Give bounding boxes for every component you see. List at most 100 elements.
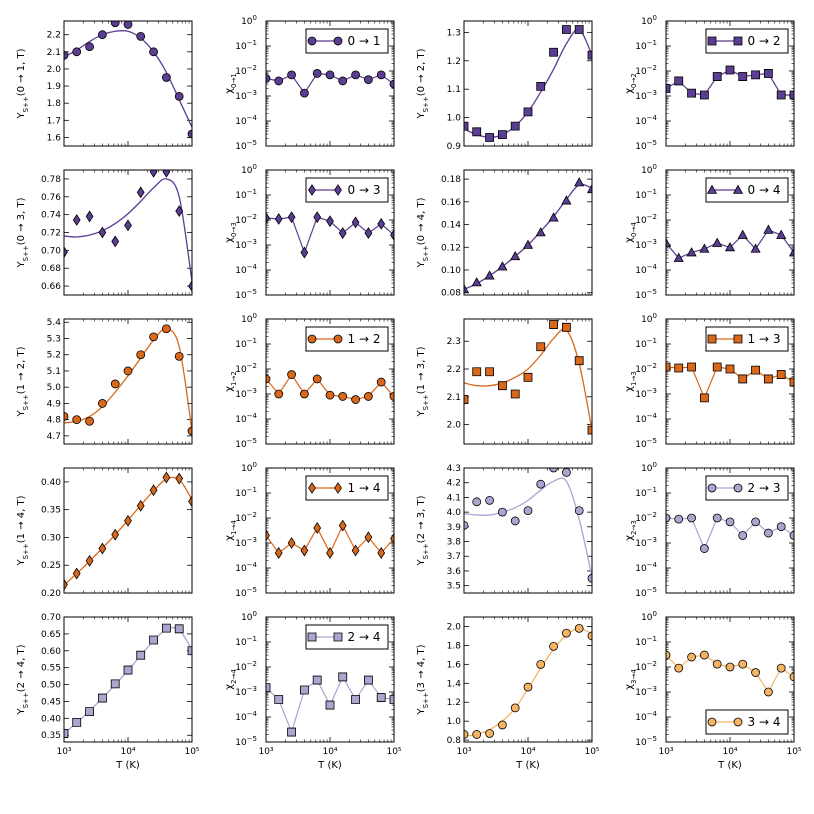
data-marker <box>287 211 296 224</box>
data-marker <box>98 226 107 239</box>
data-marker <box>497 261 508 271</box>
data-marker <box>699 243 710 253</box>
data-marker <box>390 229 394 241</box>
data-marker <box>162 471 171 484</box>
data-marker <box>389 392 394 401</box>
data-marker <box>666 84 671 93</box>
data-marker <box>673 252 684 262</box>
data-marker <box>497 720 507 730</box>
data-marker <box>549 47 558 57</box>
data-marker <box>136 499 145 512</box>
data-marker <box>574 356 584 366</box>
y-tick-label: 4.1 <box>447 493 461 503</box>
fit-curve <box>464 627 592 737</box>
plot-frame <box>665 318 795 445</box>
fit-curve <box>64 627 192 735</box>
data-marker <box>674 514 684 524</box>
data-marker <box>737 229 748 239</box>
y-tick-label: 10−4 <box>235 710 257 723</box>
data-marker <box>699 544 709 553</box>
data-marker <box>64 412 69 421</box>
plot-frame <box>665 20 795 147</box>
data-marker <box>733 483 743 493</box>
data-marker <box>789 672 794 682</box>
y-axis-label: χ2→4 <box>224 669 238 690</box>
y-tick-label: 1.4 <box>447 679 462 689</box>
y-tick-label: 1.6 <box>447 660 462 670</box>
subplot-chi-2-to-4: 10³ 10⁴ 10⁵ T (K) 10−5 10−4 10−3 10−2 10−1 100 χ2→… <box>224 610 402 771</box>
x-tick-label: 10⁴ <box>120 747 135 757</box>
subplot-chi-0-to-1: 10−5 10−4 10−3 10−2 10−1 100 χ0→1 0 → 1 <box>224 14 395 152</box>
x-tick-label: 10³ <box>258 747 273 757</box>
legend-label: 3 → 4 <box>748 715 781 729</box>
data-marker <box>333 36 343 46</box>
data-marker <box>523 107 533 117</box>
data-series <box>666 65 794 100</box>
subplot-upsilon-1-to-4: 0.20 0.25 0.30 0.35 0.40 ΥS++(1 → 4, T) <box>16 467 193 599</box>
data-marker <box>522 239 534 249</box>
y-tick-label: 0.66 <box>41 282 61 292</box>
data-marker <box>751 668 760 677</box>
data-marker <box>334 482 342 494</box>
y-tick-label: 10−2 <box>235 213 257 226</box>
subplot-chi-1-to-3: 10−5 10−4 10−3 10−2 10−1 100 χ1→3 1 → 3 <box>624 312 795 450</box>
y-axis-label: ΥS++(3 → 4, T) <box>416 644 430 715</box>
y-tick-label: 0.35 <box>41 731 61 741</box>
y-tick-label: 10−2 <box>635 213 657 226</box>
data-marker <box>763 687 773 697</box>
y-tick-label: 5.4 <box>47 318 62 328</box>
subplot-upsilon-0-to-3: 0.66 0.68 0.70 0.72 0.74 0.76 0.78 ΥS++(0 → 3, … <box>16 169 193 296</box>
data-marker <box>464 730 469 739</box>
data-series <box>64 21 192 139</box>
data-marker <box>587 50 592 60</box>
data-marker <box>187 129 192 139</box>
subplot-chi-1-to-4: 10−5 10−4 10−3 10−2 10−1 100 χ1→4 1 → 4 <box>224 461 395 599</box>
x-tick-label: 10³ <box>456 747 471 757</box>
data-marker <box>561 25 571 34</box>
data-marker <box>472 730 482 739</box>
data-marker <box>725 65 735 75</box>
data-marker <box>111 528 120 541</box>
y-tick-label: 0.70 <box>41 246 61 256</box>
legend: 0 → 4 <box>705 177 789 203</box>
data-marker <box>351 395 360 404</box>
data-marker <box>307 36 317 46</box>
y-tick-label: 2.2 <box>447 365 461 375</box>
data-series <box>64 623 192 738</box>
data-marker <box>699 90 709 100</box>
data-marker <box>686 247 697 257</box>
y-tick-label: 0.10 <box>441 266 461 276</box>
data-marker <box>707 717 717 727</box>
data-marker <box>523 682 533 692</box>
data-marker <box>549 468 558 473</box>
data-marker <box>98 542 107 555</box>
data-marker <box>732 184 744 194</box>
data-marker <box>274 547 283 559</box>
data-marker <box>377 217 386 230</box>
y-tick-label: 10−1 <box>235 486 257 499</box>
data-marker <box>123 21 133 29</box>
data-marker <box>707 483 717 493</box>
data-marker <box>188 495 192 508</box>
y-tick-label: 3.5 <box>447 582 461 592</box>
y-tick-label: 10−3 <box>635 536 657 549</box>
data-marker <box>763 374 773 384</box>
legend: 2 → 3 <box>705 475 789 501</box>
data-marker <box>64 729 69 738</box>
plot-frame <box>63 467 193 594</box>
data-marker <box>472 497 482 507</box>
data-marker <box>136 350 146 360</box>
data-marker <box>738 374 748 384</box>
data-marker <box>72 47 82 57</box>
data-marker <box>464 520 469 530</box>
legend-box <box>305 177 389 203</box>
data-marker <box>776 370 786 379</box>
y-tick-label: 3.8 <box>447 538 462 548</box>
data-marker <box>725 662 735 672</box>
data-marker <box>666 650 671 660</box>
data-marker <box>687 513 696 523</box>
y-tick-label: 0.08 <box>441 289 461 299</box>
plot-frame <box>63 318 193 445</box>
data-marker <box>363 392 373 401</box>
fit-curve <box>64 328 192 432</box>
